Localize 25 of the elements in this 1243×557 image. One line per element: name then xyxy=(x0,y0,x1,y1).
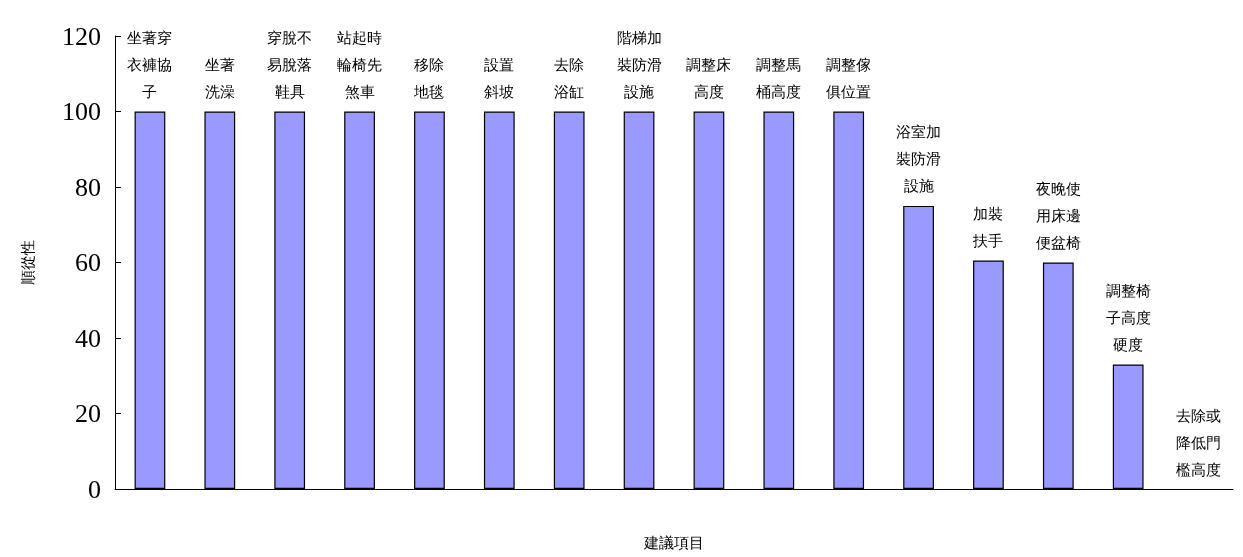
y-tick-label: 120 xyxy=(62,21,101,51)
y-tick-label: 20 xyxy=(75,399,101,428)
x-tick-label: 站起時輪椅先煞車 xyxy=(337,29,383,101)
x-tick-label: 加裝扶手 xyxy=(972,205,1004,251)
x-tick-label: 去除或降低門檻高度 xyxy=(1175,406,1221,479)
x-tick-label: 移除地毯 xyxy=(413,56,445,101)
y-tick-label: 100 xyxy=(62,97,101,126)
x-tick-label: 調整傢俱位置 xyxy=(826,56,872,101)
x-tick-label: 階梯加裝防滑設施 xyxy=(616,29,662,101)
y-axis-title: 順從性 xyxy=(18,240,37,285)
x-tick-label: 設置斜坡 xyxy=(484,56,515,101)
y-tick-label: 40 xyxy=(75,323,101,353)
y-tick-label: 60 xyxy=(75,248,101,277)
x-tick-label: 坐著洗澡 xyxy=(204,56,235,101)
x-tick-label: 調整床高度 xyxy=(686,56,732,101)
x-tick-label: 調整椅子高度硬度 xyxy=(1105,281,1151,354)
x-tick-label: 去除浴缸 xyxy=(554,56,585,101)
x-axis-title: 建議項目 xyxy=(643,533,704,552)
y-tick-label: 80 xyxy=(75,172,101,202)
x-tick-label: 坐著穿衣褲協子 xyxy=(127,29,173,101)
x-tick-label: 夜晚使用床邊便盆椅 xyxy=(1035,180,1081,252)
y-tick-label: 0 xyxy=(88,474,101,504)
x-tick-label: 穿脫不易脫落鞋具 xyxy=(267,29,313,101)
x-tick-label: 調整馬桶高度 xyxy=(756,56,802,101)
x-tick-label: 浴室加裝防滑設施 xyxy=(896,123,942,196)
